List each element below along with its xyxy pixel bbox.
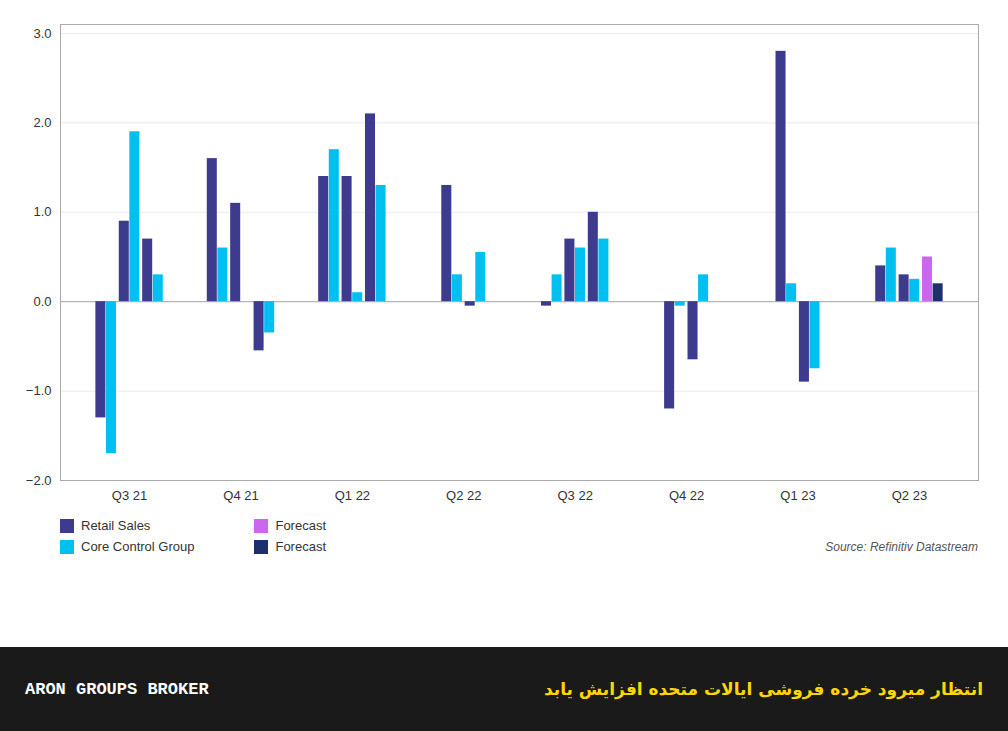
svg-text:3.0: 3.0 [33,26,51,41]
svg-text:Q1 23: Q1 23 [780,488,815,503]
svg-text:Q1 22: Q1 22 [335,488,370,503]
html-text:Source: Refinitiv Datastream: Source: Refinitiv Datastream [825,540,978,554]
html-text:Core Control Group: Core Control Group [81,539,195,554]
svg-text:0.0: 0.0 [33,294,51,309]
svg-text:−2.0: −2.0 [26,473,52,488]
svg-text:Q2 23: Q2 23 [892,488,927,503]
html-text:انتظار میرود خرده فروشی ایالات: انتظار میرود خرده فروشی ایالات متحده افز… [543,679,983,699]
svg-text:Q3 22: Q3 22 [557,488,592,503]
html-text:Retail Sales: Retail Sales [81,518,151,533]
html-text:Forecast: Forecast [275,518,326,533]
svg-text:Q4 21: Q4 21 [223,488,258,503]
html-text:ARON GROUPS BROKER: ARON GROUPS BROKER [25,679,209,699]
svg-text:Q2 22: Q2 22 [446,488,481,503]
svg-text:1.0: 1.0 [33,204,51,219]
svg-text:Q4 22: Q4 22 [669,488,704,503]
svg-text:−1.0: −1.0 [26,383,52,398]
svg-text:2.0: 2.0 [33,115,51,130]
svg-text:Q3 21: Q3 21 [112,488,147,503]
html-text:Forecast: Forecast [275,539,326,554]
